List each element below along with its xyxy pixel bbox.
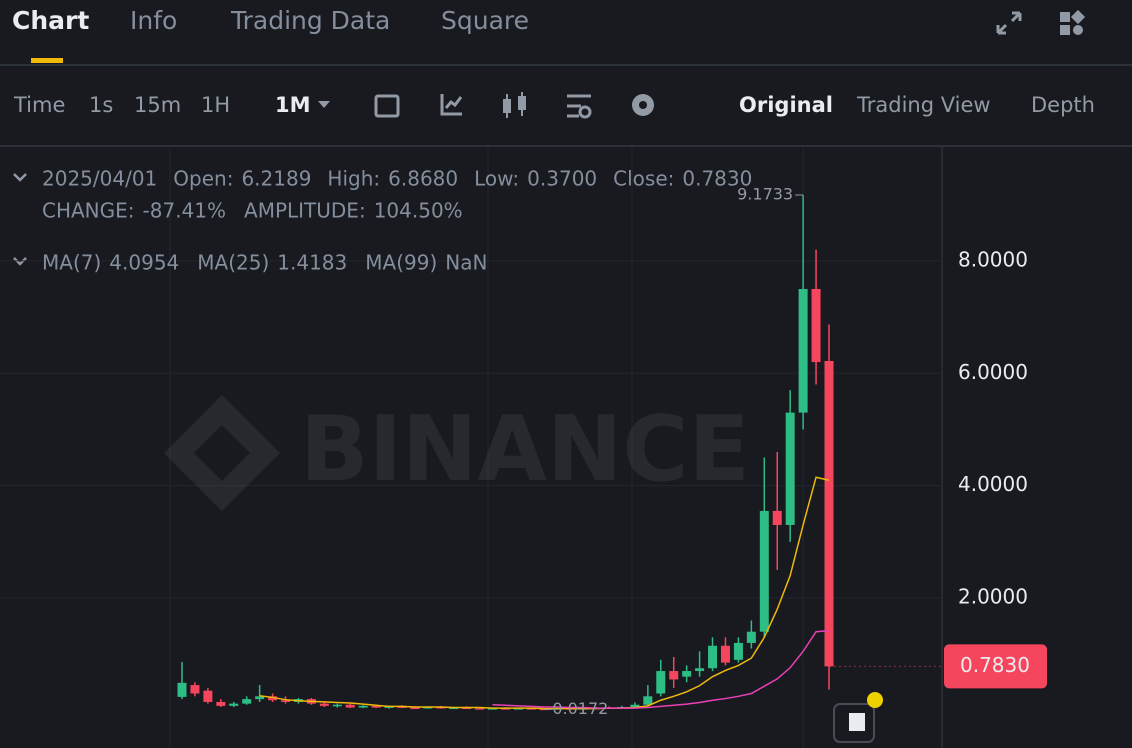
candle-body	[746, 631, 756, 643]
candle-body	[811, 289, 821, 363]
ma-legend: MA(99)	[365, 251, 437, 275]
tab[interactable]: Info	[130, 6, 177, 35]
ohlc-text: 0.7830	[682, 167, 752, 191]
view-option[interactable]: Original	[739, 93, 833, 117]
candle-body	[475, 708, 485, 710]
grid	[0, 148, 942, 748]
y-tick-label: 8.0000	[958, 247, 1028, 271]
collapse-icon[interactable]	[13, 257, 27, 266]
ohlc-text: 6.2189	[241, 167, 311, 191]
candle-body	[669, 671, 679, 680]
ohlc-text: Low:	[474, 167, 519, 191]
watermark-text: BINANCE	[300, 397, 750, 502]
candle-type-icon[interactable]	[503, 92, 526, 118]
candle-body	[177, 682, 187, 697]
candle-body	[643, 696, 653, 705]
y-tick-label: 4.0000	[958, 472, 1028, 496]
candle-body	[242, 699, 252, 704]
ohlc-text: Close:	[613, 167, 674, 191]
ohlc-text: 6.8680	[388, 167, 458, 191]
y-tick-label: 6.0000	[958, 360, 1028, 384]
ma-line	[259, 476, 830, 710]
watermark: BINANCE	[164, 395, 750, 511]
candle-body	[332, 704, 342, 707]
view-option[interactable]: Trading View	[856, 93, 991, 117]
candle-body	[371, 705, 381, 708]
candle-body	[656, 671, 666, 694]
tab-underline	[31, 58, 63, 63]
candle-body	[229, 703, 239, 706]
candles	[177, 195, 834, 711]
candle-body	[190, 685, 200, 694]
candle-body	[281, 700, 291, 702]
candle-body	[358, 705, 368, 708]
interval[interactable]: 1H	[201, 93, 230, 117]
interval[interactable]: 1M	[275, 93, 311, 117]
ma-legend: 4.0954	[109, 251, 179, 275]
candle-body	[824, 360, 834, 667]
candle-body	[695, 668, 705, 672]
order-button[interactable]	[833, 692, 883, 743]
candle-body	[319, 703, 329, 706]
calendar-icon[interactable]	[374, 94, 400, 118]
stat-text: AMPLITUDE:	[244, 199, 366, 223]
header-icons	[996, 9, 1086, 35]
view-option[interactable]: Depth	[1031, 93, 1095, 117]
tab[interactable]: Trading Data	[230, 6, 390, 35]
candle-body	[682, 671, 692, 677]
fullscreen-icon[interactable]	[996, 11, 1022, 35]
interval[interactable]: 1s	[89, 93, 113, 117]
candle-body	[268, 696, 278, 701]
stat-text: CHANGE:	[42, 199, 135, 223]
ohlc-text: High:	[327, 167, 380, 191]
ohlc-text: Open:	[173, 167, 233, 191]
collapse-icon[interactable]	[13, 173, 27, 182]
candle-body	[203, 690, 213, 702]
candle-body	[798, 289, 808, 413]
ma-legend: MA(25)	[197, 251, 269, 275]
ohlc-text: 2025/04/01	[42, 167, 157, 191]
settings-list-icon[interactable]	[567, 94, 591, 118]
dropdown-arrow[interactable]	[318, 101, 330, 108]
interval[interactable]: 15m	[134, 93, 181, 117]
interval[interactable]: Time	[13, 93, 65, 117]
annotation: 0.0172	[552, 699, 608, 718]
annotation: 9.1733	[737, 185, 793, 204]
candle-body	[216, 701, 226, 706]
candle-body	[733, 642, 743, 660]
last-price-label: 0.7830	[960, 653, 1030, 677]
candle-body	[708, 645, 718, 669]
ma-legend: 1.4183	[277, 251, 347, 275]
candle-body	[345, 704, 355, 708]
candle-body	[255, 696, 265, 700]
tab[interactable]: Chart	[12, 6, 89, 35]
ma-legend: NaN	[445, 251, 487, 275]
ma-line	[492, 629, 830, 709]
toolbar-icons	[318, 92, 654, 119]
y-tick-label: 2.0000	[958, 585, 1028, 609]
candle-body	[720, 645, 730, 663]
layout-icon[interactable]	[1060, 9, 1086, 35]
stat-text: 104.50%	[374, 199, 463, 223]
ma-legend: MA(7)	[42, 251, 101, 275]
indicator-icon[interactable]	[440, 94, 463, 116]
tab[interactable]: Square	[441, 6, 529, 35]
candle-body	[772, 510, 782, 525]
ohlc-text: 0.3700	[527, 167, 597, 191]
stat-text: -87.41%	[143, 199, 226, 223]
candle-body	[785, 412, 795, 525]
candle-body	[630, 704, 640, 707]
candle-body	[410, 707, 420, 710]
last-price-tag	[944, 644, 1047, 689]
candle-body	[759, 510, 769, 632]
watermark-logo	[164, 395, 280, 511]
